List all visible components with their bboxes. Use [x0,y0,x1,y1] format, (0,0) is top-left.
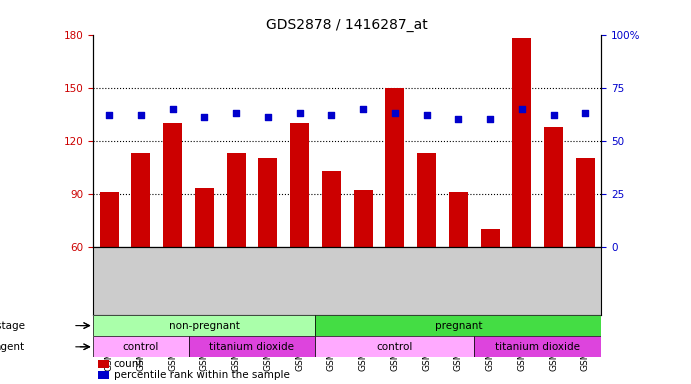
Bar [195,189,214,247]
Bar [189,336,316,358]
Point [548,112,559,118]
Bar [93,336,189,358]
Bar [386,88,404,247]
Bar [544,126,563,247]
Bar [448,192,468,247]
Text: pregnant: pregnant [435,321,482,331]
Point [580,110,591,116]
Text: control: control [377,342,413,352]
Point [135,112,146,118]
Text: titanium dioxide: titanium dioxide [209,342,294,352]
Title: GDS2878 / 1416287_at: GDS2878 / 1416287_at [266,18,428,32]
Bar [316,315,601,336]
Bar [474,336,601,358]
Point [326,112,337,118]
Bar [93,315,316,336]
Point [516,106,527,112]
Point [167,106,178,112]
Point [357,106,368,112]
Bar [163,123,182,247]
Text: percentile rank within the sample: percentile rank within the sample [113,370,290,380]
Bar [290,123,309,247]
Text: agent: agent [0,342,25,352]
Point [263,114,274,121]
Point [231,110,242,116]
Text: control: control [123,342,159,352]
Bar [100,192,119,247]
Bar [98,360,108,367]
Bar [354,190,372,247]
Bar [322,171,341,247]
Point [421,112,432,118]
Text: non-pregnant: non-pregnant [169,321,240,331]
Bar [576,158,595,247]
Bar [417,153,436,247]
Point [453,116,464,122]
Point [104,112,115,118]
Point [484,116,495,122]
Text: development stage: development stage [0,321,25,331]
Bar [131,153,151,247]
Bar [316,336,474,358]
Point [199,114,210,121]
Point [389,110,400,116]
Text: count: count [113,359,143,369]
Text: titanium dioxide: titanium dioxide [495,342,580,352]
Bar [258,158,277,247]
Bar [98,371,108,379]
Point [294,110,305,116]
Bar [227,153,245,247]
Bar [480,229,500,247]
Bar [512,38,531,247]
